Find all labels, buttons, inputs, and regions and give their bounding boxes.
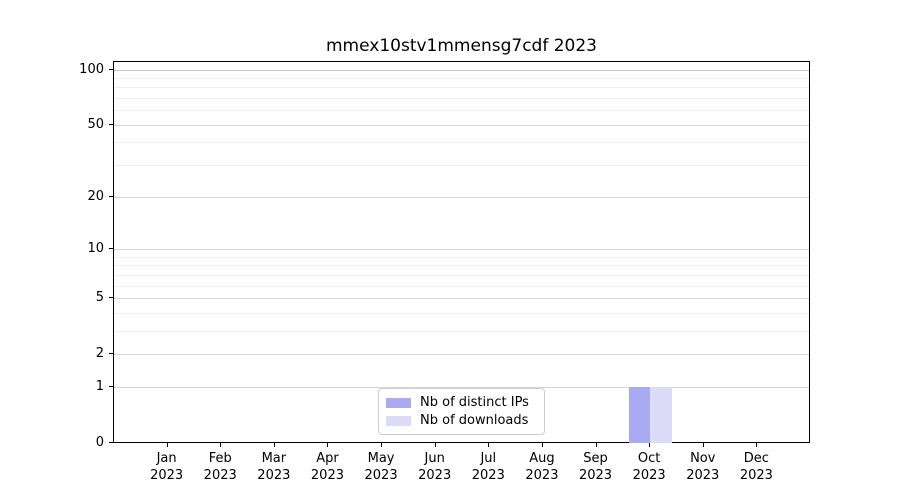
gridline-minor xyxy=(114,256,809,258)
x-tick-mark xyxy=(273,443,275,447)
gridline-minor xyxy=(114,274,809,276)
legend-item-distinct-ips: Nb of distinct IPs xyxy=(386,395,537,410)
x-tick-label: May 2023 xyxy=(364,451,398,483)
gridline-major xyxy=(114,354,809,356)
gridline-minor xyxy=(114,265,809,267)
legend: Nb of distinct IPs Nb of downloads xyxy=(378,388,545,435)
x-tick-label: Sep 2023 xyxy=(578,451,613,483)
bar-downloads xyxy=(650,386,672,443)
y-tick-label: 100 xyxy=(79,61,104,77)
y-tick-mark xyxy=(109,123,113,125)
x-tick-mark xyxy=(595,443,597,447)
x-tick-label: Nov 2023 xyxy=(686,451,720,483)
plot-area xyxy=(113,61,810,443)
y-tick-label: 10 xyxy=(87,240,104,256)
gridline-minor xyxy=(114,77,809,79)
gridline-minor xyxy=(114,285,809,287)
x-tick-label: Dec 2023 xyxy=(739,451,773,483)
gridline-major xyxy=(114,124,809,126)
x-tick-label: Aug 2023 xyxy=(525,451,559,483)
x-tick-mark xyxy=(756,443,758,447)
x-tick-label: Jan 2023 xyxy=(150,451,184,483)
x-tick-mark xyxy=(702,443,704,447)
legend-label-downloads: Nb of downloads xyxy=(420,413,529,428)
gridline-minor xyxy=(114,110,809,112)
y-tick-label: 5 xyxy=(95,289,104,305)
x-tick-label: Mar 2023 xyxy=(257,451,291,483)
x-tick-label: Jul 2023 xyxy=(471,451,505,483)
gridline-minor xyxy=(114,165,809,167)
x-tick-mark xyxy=(541,443,543,447)
gridline-major xyxy=(114,248,809,250)
x-tick-label: Feb 2023 xyxy=(203,451,237,483)
y-tick-mark xyxy=(109,385,113,387)
x-tick-label: Oct 2023 xyxy=(632,451,666,483)
y-tick-mark xyxy=(109,68,113,70)
x-tick-label: Apr 2023 xyxy=(310,451,344,483)
legend-label-distinct-ips: Nb of distinct IPs xyxy=(420,395,529,410)
y-tick-mark xyxy=(109,442,113,443)
y-tick-mark xyxy=(109,195,113,197)
y-tick-mark xyxy=(109,247,113,249)
gridline-major xyxy=(114,196,809,198)
bar-distinct-ips xyxy=(628,386,651,443)
y-tick-label: 2 xyxy=(95,346,104,362)
gridline-minor xyxy=(114,330,809,332)
gridline-minor xyxy=(114,98,809,100)
gridline-minor xyxy=(114,142,809,144)
gridline-major xyxy=(114,386,809,388)
gridline-minor xyxy=(114,312,809,314)
y-tick-mark xyxy=(109,296,113,298)
gridline-major xyxy=(114,69,809,71)
x-tick-mark xyxy=(434,443,436,447)
x-tick-label: Jun 2023 xyxy=(418,451,452,483)
y-tick-label: 20 xyxy=(87,188,104,204)
gridline-major xyxy=(114,297,809,299)
legend-item-downloads: Nb of downloads xyxy=(386,413,537,428)
y-tick-label: 0 xyxy=(95,435,104,450)
legend-swatch-distinct-ips xyxy=(386,397,411,408)
x-tick-mark xyxy=(220,443,222,447)
x-tick-mark xyxy=(381,443,383,447)
x-tick-mark xyxy=(166,443,168,447)
chart-title: mmex10stv1mmensg7cdf 2023 xyxy=(326,36,597,56)
y-tick-label: 1 xyxy=(95,378,104,394)
y-tick-label: 50 xyxy=(87,116,104,132)
x-tick-mark xyxy=(327,443,329,447)
x-tick-mark xyxy=(488,443,490,447)
y-tick-mark xyxy=(109,353,113,355)
legend-swatch-downloads xyxy=(386,415,411,426)
gridline-minor xyxy=(114,87,809,89)
x-tick-mark xyxy=(649,443,651,447)
